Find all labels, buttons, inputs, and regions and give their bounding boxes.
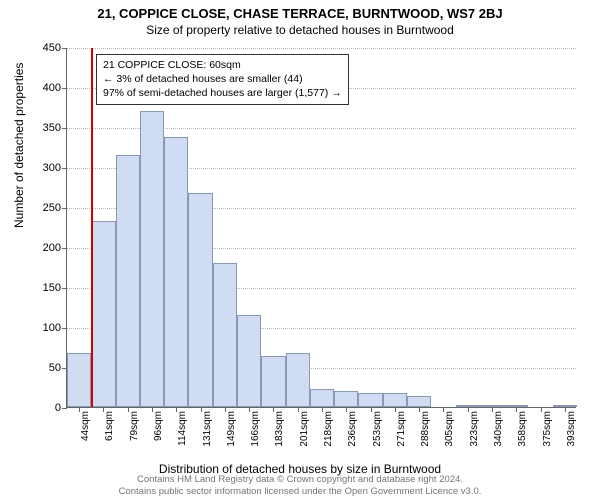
reference-marker-line xyxy=(91,48,93,407)
y-tick-mark xyxy=(62,168,67,169)
histogram-bar xyxy=(237,315,261,407)
x-tick-label: 236sqm xyxy=(347,407,358,447)
y-tick-mark xyxy=(62,328,67,329)
gridline xyxy=(67,48,576,49)
x-tick-label: 131sqm xyxy=(202,407,213,447)
y-tick-mark xyxy=(62,248,67,249)
x-tick-label: 183sqm xyxy=(274,407,285,447)
y-tick-mark xyxy=(62,408,67,409)
x-tick-label: 305sqm xyxy=(444,407,455,447)
x-tick-label: 253sqm xyxy=(372,407,383,447)
info-line-1: 21 COPPICE CLOSE: 60sqm xyxy=(103,58,342,72)
histogram-bar xyxy=(91,221,115,407)
page-title: 21, COPPICE CLOSE, CHASE TERRACE, BURNTW… xyxy=(0,6,600,21)
histogram-chart: 05010015020025030035040045044sqm61sqm79s… xyxy=(66,48,576,408)
footer-line-1: Contains HM Land Registry data © Crown c… xyxy=(0,474,600,486)
histogram-bar xyxy=(67,353,91,407)
x-tick-label: 323sqm xyxy=(469,407,480,447)
x-tick-label: 340sqm xyxy=(493,407,504,447)
x-tick-label: 358sqm xyxy=(517,407,528,447)
x-tick-label: 79sqm xyxy=(129,407,140,441)
info-line-2: ← 3% of detached houses are smaller (44) xyxy=(103,72,342,86)
histogram-bar xyxy=(261,356,285,407)
x-tick-label: 375sqm xyxy=(542,407,553,447)
footer: Contains HM Land Registry data © Crown c… xyxy=(0,474,600,498)
y-tick-mark xyxy=(62,48,67,49)
histogram-bar xyxy=(140,111,164,407)
y-tick-mark xyxy=(62,128,67,129)
info-line-3: 97% of semi-detached houses are larger (… xyxy=(103,86,342,100)
page-subtitle: Size of property relative to detached ho… xyxy=(0,23,600,37)
x-tick-label: 44sqm xyxy=(80,407,91,441)
histogram-bar xyxy=(116,155,140,407)
x-tick-label: 393sqm xyxy=(566,407,577,447)
x-tick-label: 149sqm xyxy=(226,407,237,447)
y-tick-mark xyxy=(62,288,67,289)
footer-line-2: Contains public sector information licen… xyxy=(0,486,600,498)
y-axis-label: Number of detached properties xyxy=(12,63,26,228)
x-tick-label: 166sqm xyxy=(250,407,261,447)
histogram-bar xyxy=(286,353,310,407)
x-tick-label: 96sqm xyxy=(153,407,164,441)
histogram-bar xyxy=(213,263,237,407)
histogram-bar xyxy=(164,137,188,407)
histogram-bar xyxy=(358,393,382,407)
info-box: 21 COPPICE CLOSE: 60sqm ← 3% of detached… xyxy=(96,54,349,105)
y-tick-mark xyxy=(62,208,67,209)
y-tick-mark xyxy=(62,88,67,89)
x-tick-label: 201sqm xyxy=(299,407,310,447)
x-tick-label: 114sqm xyxy=(177,407,188,446)
title-block: 21, COPPICE CLOSE, CHASE TERRACE, BURNTW… xyxy=(0,0,600,37)
histogram-bar xyxy=(407,396,431,407)
histogram-bar xyxy=(383,393,407,407)
x-tick-label: 271sqm xyxy=(396,407,407,447)
x-tick-label: 61sqm xyxy=(104,407,115,441)
x-tick-label: 288sqm xyxy=(420,407,431,447)
histogram-bar xyxy=(188,193,212,407)
histogram-bar xyxy=(334,391,358,407)
x-tick-label: 218sqm xyxy=(323,407,334,447)
histogram-bar xyxy=(310,389,334,407)
